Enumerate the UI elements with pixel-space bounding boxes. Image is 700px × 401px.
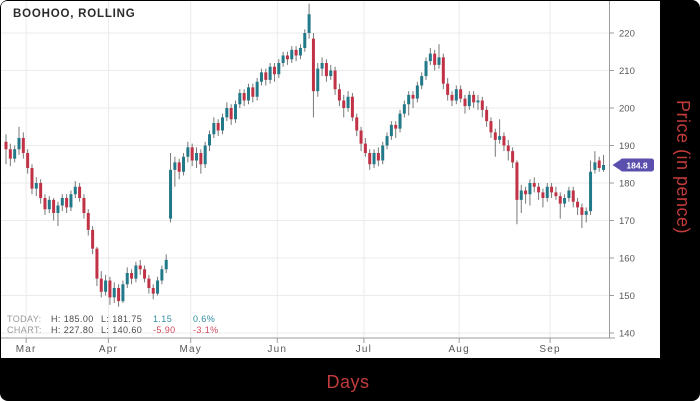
- chart-low: L: 140.60: [101, 325, 143, 335]
- today-low: L: 181.75: [101, 314, 143, 324]
- gridlines: [1, 1, 610, 338]
- stats-row-chart: CHART: H: 227.80 L: 140.60 -5.90 -3.1%: [7, 325, 243, 336]
- x-tick-label: Jun: [267, 344, 287, 355]
- y-tick-label: 200: [619, 104, 635, 115]
- y-tick-label: 140: [619, 329, 635, 340]
- today-label: TODAY:: [7, 314, 42, 324]
- candlestick-chart[interactable]: 140 150 160 170 180 190 200 210 220 Mar Apr May Jun J…: [1, 1, 660, 358]
- x-tick-label: Aug: [448, 344, 469, 355]
- x-tick-label: Apr: [99, 344, 118, 355]
- chart-title: BOOHOO, ROLLING: [13, 8, 136, 20]
- today-change-pct: 0.6%: [193, 314, 216, 324]
- y-tick-label: 170: [619, 216, 635, 227]
- y-tick-label: 190: [619, 141, 635, 152]
- last-price-value: 184.8: [626, 161, 648, 171]
- chart-plot-area[interactable]: 140 150 160 170 180 190 200 210 220 Mar Apr May Jun J…: [1, 1, 660, 358]
- y-tick-label: 220: [619, 29, 635, 40]
- x-tick-label: May: [179, 344, 202, 355]
- stats-row-today: TODAY: H: 185.00 L: 181.75 1.15 0.6%: [7, 314, 243, 325]
- y-tick-label: 210: [619, 66, 635, 77]
- x-tick-label: Mar: [16, 344, 37, 355]
- today-change: 1.15: [153, 314, 173, 324]
- chart-change-pct: -3.1%: [193, 325, 219, 335]
- last-price-badge: 184.8: [612, 158, 654, 172]
- chart-change: -5.90: [153, 325, 176, 335]
- chart-high: H: 227.80: [51, 325, 94, 335]
- y-tick-label: 180: [619, 179, 635, 190]
- x-axis-title: Days: [326, 372, 370, 392]
- stats-panel: TODAY: H: 185.00 L: 181.75 1.15 0.6% CHA…: [7, 314, 243, 336]
- y-axis-title: Price (in pence): [673, 100, 693, 235]
- candles[interactable]: [4, 3, 606, 307]
- y-tick-label: 160: [619, 254, 635, 265]
- axes: 140 150 160 170 180 190 200 210 220 Mar Apr May Jun J…: [1, 1, 635, 355]
- y-tick-label: 150: [619, 291, 635, 302]
- x-tick-label: Jul: [356, 344, 372, 355]
- today-high: H: 185.00: [51, 314, 94, 324]
- x-tick-label: Sep: [539, 344, 560, 355]
- chart-label: CHART:: [7, 325, 42, 335]
